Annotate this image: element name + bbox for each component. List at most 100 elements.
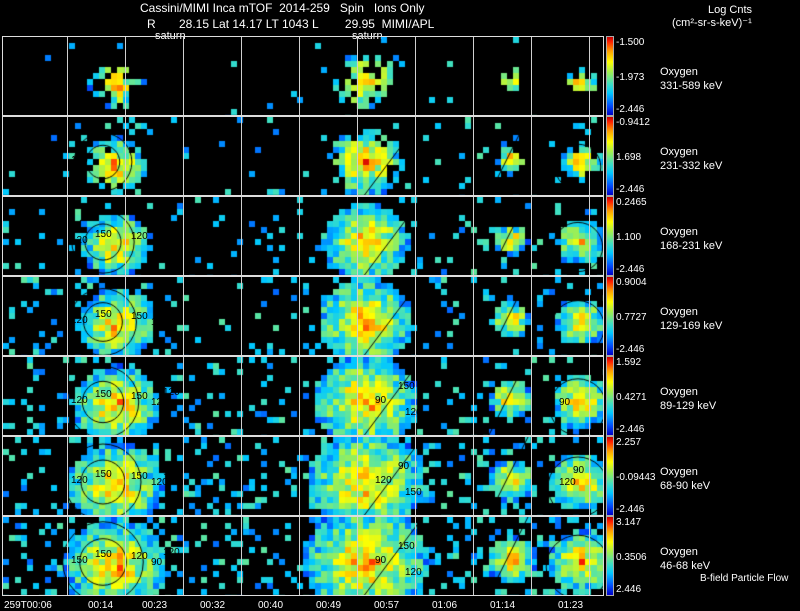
contour-label: 120: [71, 315, 88, 326]
heatmap-panel: [2, 36, 604, 116]
grid-line: [125, 117, 126, 195]
grid-line: [415, 357, 416, 435]
grid-line: [473, 277, 474, 355]
contour-label: 120: [405, 407, 422, 418]
heatmap-cells: [3, 357, 603, 435]
contour-label: 90: [375, 555, 387, 566]
time-tick-label: 259T00:06: [4, 600, 52, 611]
grid-line: [415, 277, 416, 355]
species-label: Oxygen: [660, 466, 698, 478]
contour-label: 90: [559, 397, 571, 408]
contour-label: 150: [95, 389, 112, 400]
grid-line: [125, 357, 126, 435]
grid-line: [67, 357, 68, 435]
colorbar: [606, 196, 614, 276]
contour-label: 120: [71, 475, 88, 486]
time-tick-label: 00:49: [316, 600, 342, 611]
grid-line: [589, 517, 590, 595]
heatmap-cells: [3, 117, 603, 195]
contour-label: 150: [95, 549, 112, 560]
contour-label: 120: [151, 317, 168, 328]
grid-line: [299, 37, 300, 115]
grid-line: [67, 517, 68, 595]
contour-label: 150: [131, 391, 148, 402]
orbit-info: R 28.15 Lat 14.17 LT 1043 L 29.95 MIMI/A…: [147, 17, 435, 31]
grid-line: [531, 197, 532, 275]
grid-line: [473, 517, 474, 595]
contour-label: 120: [163, 547, 180, 558]
colorbar-max: 3.147: [616, 517, 642, 528]
time-tick-label: 00:23: [142, 600, 168, 611]
grid-line: [357, 517, 358, 595]
grid-line: [299, 117, 300, 195]
grid-line: [357, 437, 358, 515]
grid-line: [357, 357, 358, 435]
contour-label: 150: [131, 471, 148, 482]
grid-line: [67, 437, 68, 515]
contour-label: 120: [375, 475, 392, 486]
colorbar-max: 1.592: [616, 357, 642, 368]
energy-label: 129-169 keV: [660, 320, 723, 332]
colorbar-mid: 0.4271: [616, 392, 647, 403]
grid-line: [589, 277, 590, 355]
colorbar-title: Log Cnts: [708, 4, 753, 16]
species-label: Oxygen: [660, 546, 698, 558]
contour-label: 120: [131, 231, 148, 242]
time-tick-label: 01:14: [490, 600, 516, 611]
grid-line: [241, 517, 242, 595]
contour-label: 150: [95, 229, 112, 240]
time-tick-label: 00:40: [258, 600, 284, 611]
colorbar: [606, 276, 614, 356]
heatmap-cells: [3, 197, 603, 275]
grid-line: [357, 37, 358, 115]
contour-label: 150: [405, 487, 422, 498]
grid-line: [531, 437, 532, 515]
energy-label: 46-68 keV: [660, 560, 711, 572]
colorbar-mid: 1.698: [616, 152, 642, 163]
heatmap-panel: 120 150 120: [2, 196, 604, 276]
heatmap-panel: 150 150 120 90 120 90 150 120: [2, 516, 604, 596]
species-label: Oxygen: [660, 386, 698, 398]
grid-line: [589, 197, 590, 275]
contour-label: 90: [375, 395, 387, 406]
grid-line: [241, 357, 242, 435]
colorbar-max: -0.9412: [616, 117, 650, 128]
species-label: Oxygen: [660, 226, 698, 238]
grid-line: [531, 277, 532, 355]
colorbar: [606, 516, 614, 596]
colorbar-max: 2.257: [616, 437, 642, 448]
grid-line: [125, 197, 126, 275]
grid-line: [183, 197, 184, 275]
colorbar-mid: 1.100: [616, 232, 642, 243]
colorbar-min: -2.446: [616, 184, 645, 195]
grid-line: [589, 357, 590, 435]
energy-label: 168-231 keV: [660, 240, 723, 252]
grid-line: [299, 357, 300, 435]
grid-line: [415, 117, 416, 195]
contour-label: 90: [163, 307, 175, 318]
grid-line: [415, 437, 416, 515]
colorbar-units: (cm²-sr-s-keV)⁻¹: [672, 17, 752, 29]
colorbar: [606, 36, 614, 116]
contour-label: 120: [71, 395, 88, 406]
grid-line: [125, 37, 126, 115]
colorbar: [606, 116, 614, 196]
grid-line: [183, 437, 184, 515]
time-tick-label: 01:23: [558, 600, 584, 611]
grid-line: [473, 197, 474, 275]
energy-label: 68-90 keV: [660, 480, 711, 492]
contour-label: 90: [151, 557, 163, 568]
heatmap-cells: [3, 277, 603, 355]
heatmap-panel: 120 150 150 120 90 120 90 150 120 90: [2, 436, 604, 516]
contour-label: 150: [95, 469, 112, 480]
colorbar-mid: 0.3506: [616, 552, 647, 563]
grid-line: [125, 517, 126, 595]
energy-label: 89-129 keV: [660, 400, 717, 412]
time-tick-label: 01:06: [432, 600, 458, 611]
bfield-label: B-field Particle Flow: [700, 573, 789, 584]
grid-line: [67, 37, 68, 115]
grid-line: [67, 277, 68, 355]
contour-label: 120: [163, 387, 180, 398]
grid-line: [357, 197, 358, 275]
plot-title: Cassini/MIMI Inca mTOF 2014-259 Spin Ion…: [140, 1, 425, 15]
